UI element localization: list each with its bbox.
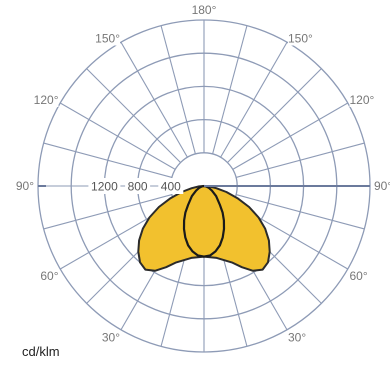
unit-label: cd/klm (22, 344, 60, 359)
spoke-105 (235, 142, 365, 178)
angle-label-bg (11, 179, 34, 193)
angle-label-right-90: 90° (374, 179, 390, 193)
spoke-225 (86, 68, 181, 163)
spoke-135 (227, 68, 322, 163)
spoke-255 (43, 142, 173, 178)
spoke-165 (212, 25, 248, 155)
angle-label-bg (374, 179, 390, 193)
angle-label-bg (97, 330, 120, 345)
angle-label-bg (90, 31, 120, 46)
angle-label-right-30: 30° (288, 330, 306, 344)
angle-label-left-150: 150° (95, 32, 120, 46)
spoke-195 (160, 25, 196, 155)
angle-label-right-60: 60° (349, 269, 367, 283)
luminous-curves (137, 184, 271, 272)
angle-label-bg (288, 31, 318, 46)
radial-label-400: 400 (161, 180, 181, 194)
radial-label-1200: 1200 (91, 180, 118, 194)
polar-labels: 400 800 1200 180° 150° 150° 120° 120° 90° 90° 60° 6… (11, 3, 390, 345)
angle-label-bg (288, 330, 311, 345)
angle-label-bg (349, 269, 373, 283)
angle-label-left-60: 60° (40, 269, 58, 283)
radial-label-800: 800 (128, 180, 148, 194)
angle-label-bg (349, 93, 380, 107)
angle-label-right-150: 150° (288, 32, 313, 46)
spoke-150 (220, 41, 288, 158)
angle-label-left-120: 120° (34, 93, 59, 107)
radial-label-bg (158, 178, 184, 194)
spoke-120 (232, 102, 349, 170)
angle-label-top-180: 180° (192, 3, 217, 17)
radial-label-bg (88, 178, 121, 194)
angle-label-bg (35, 269, 59, 283)
angle-label-left-30: 30° (102, 330, 120, 344)
spoke-75 (235, 194, 365, 230)
angle-label-bg (189, 3, 219, 17)
angle-label-bg (28, 93, 59, 107)
spoke-240 (59, 102, 176, 170)
spoke-210 (120, 41, 188, 158)
angle-label-left-90: 90° (16, 179, 34, 193)
spoke-285 (43, 194, 173, 230)
angle-label-right-120: 120° (349, 93, 374, 107)
radial-label-bg (125, 178, 151, 194)
